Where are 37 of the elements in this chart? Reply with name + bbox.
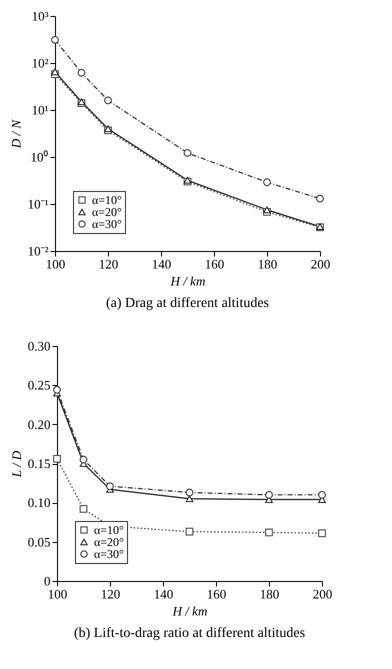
x-tick-label: 180 xyxy=(258,256,278,272)
y-tick-label: 0.20 xyxy=(28,416,50,432)
x-tick-label: 160 xyxy=(204,256,224,272)
x-tick-label: 140 xyxy=(152,256,172,272)
x-axis-title: H / km xyxy=(170,274,206,288)
y-tick-label: 10⁻¹ xyxy=(28,196,49,212)
x-tick-label: 160 xyxy=(206,586,226,602)
legend-label: α=20° xyxy=(94,535,124,549)
x-tick-label: 100 xyxy=(48,586,68,602)
x-axis-title: H / km xyxy=(172,604,208,618)
x-tick-label: 180 xyxy=(260,586,280,602)
text: (b) Lift-to-drag ratio at different altitudes xyxy=(74,626,306,641)
x-tick-label: 140 xyxy=(154,586,174,602)
y-tick-label: 10⁰ xyxy=(30,150,48,164)
legend-label: α=10° xyxy=(92,193,122,207)
x-tick-label: 200 xyxy=(310,256,330,272)
x-tick-label: 120 xyxy=(98,256,118,272)
x-tick-label: 200 xyxy=(312,586,332,602)
legend-label: α=30° xyxy=(94,547,124,561)
legend-label: α=10° xyxy=(94,523,124,537)
y-tick-label: 10¹ xyxy=(32,102,49,118)
y-tick-label: 10⁻² xyxy=(28,244,49,258)
y-axis-title: D / N xyxy=(8,118,24,150)
y-tick-label: 0.05 xyxy=(28,534,50,550)
y-axis-title: L / D xyxy=(8,450,24,478)
legend-label: α=30° xyxy=(92,217,122,231)
y-tick-label: 0.25 xyxy=(28,378,50,393)
text: (a) Drag at different altitudes xyxy=(106,296,270,311)
x-tick-label: 100 xyxy=(46,256,66,272)
x-tick-label: 120 xyxy=(100,586,120,602)
legend-label: α=20° xyxy=(92,205,122,219)
y-tick-label: 10² xyxy=(32,56,49,70)
y-tick-label: 10³ xyxy=(32,8,49,24)
y-tick-label: 0 xyxy=(44,574,50,588)
y-tick-label: 0.10 xyxy=(28,495,50,510)
y-tick-label: 0.30 xyxy=(28,338,50,354)
y-tick-label: 0.15 xyxy=(28,456,50,471)
